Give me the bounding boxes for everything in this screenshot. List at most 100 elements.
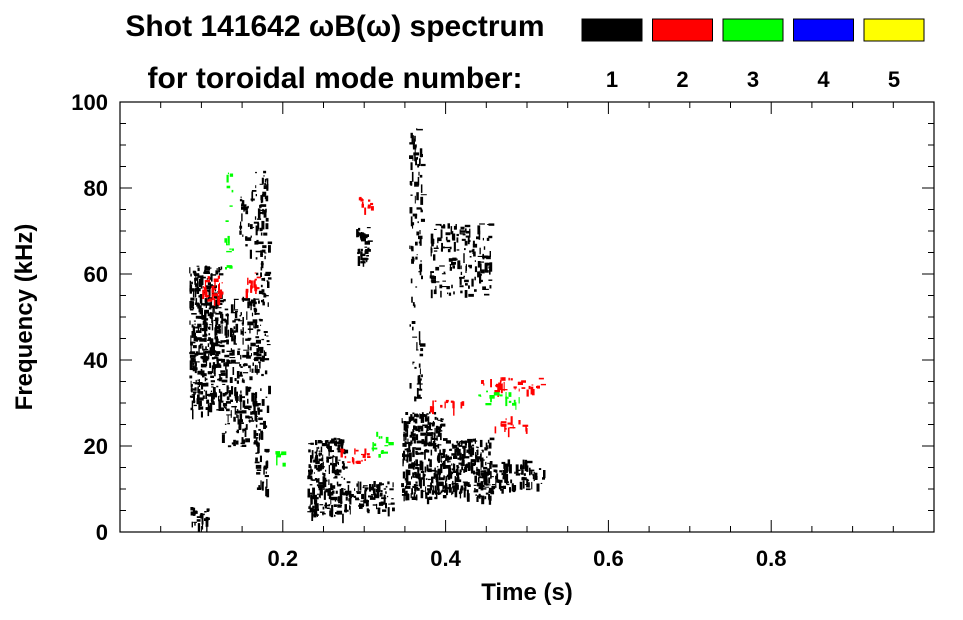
- spectrum-pixel: [194, 288, 197, 298]
- spectrum-pixel: [510, 479, 513, 484]
- spectrum-pixel: [251, 190, 257, 192]
- spectrum-pixel: [327, 491, 329, 496]
- spectrum-pixel: [540, 383, 546, 386]
- spectrum-pixel: [478, 394, 481, 397]
- spectrum-pixel: [229, 173, 234, 177]
- spectrum-pixel: [209, 284, 213, 287]
- spectrum-pixel: [411, 246, 414, 252]
- spectrum-pixel: [415, 473, 421, 477]
- spectrum-pixel: [313, 472, 315, 474]
- spectrum-pixel: [258, 417, 263, 421]
- spectrum-pixel: [460, 440, 467, 444]
- spectrum-pixel: [197, 361, 200, 363]
- spectrum-pixel: [472, 462, 476, 466]
- spectrum-pixel: [204, 298, 207, 303]
- spectrum-pixel: [460, 226, 465, 230]
- spectrum-pixel: [436, 426, 441, 431]
- spectrum-pixel: [224, 354, 230, 358]
- spectrum-pixel: [213, 352, 216, 356]
- spectrum-pixel: [495, 478, 497, 488]
- spectrum-pixel: [531, 481, 533, 490]
- spectrum-pixel: [224, 238, 227, 243]
- spectrum-pixel: [487, 462, 491, 464]
- spectrum-pixel: [309, 484, 313, 486]
- spectrum-pixel: [463, 487, 466, 498]
- spectrum-pixel: [344, 455, 347, 459]
- spectrum-pixel: [417, 128, 423, 131]
- spectrum-pixel: [247, 277, 249, 285]
- spectrum-pixel: [439, 449, 441, 454]
- spectrum-pixel: [256, 353, 262, 357]
- spectrum-pixel: [500, 421, 507, 424]
- spectrum-pixel: [483, 476, 485, 483]
- spectrum-pixel: [347, 461, 351, 463]
- spectrum-pixel: [370, 202, 374, 206]
- spectrum-pixel: [401, 494, 405, 496]
- spectrum-pixel: [488, 451, 491, 456]
- spectrum-pixel: [363, 234, 369, 237]
- spectrum-pixel: [235, 362, 240, 364]
- spectrum-pixel: [229, 377, 233, 383]
- spectrum-pixel: [538, 377, 544, 380]
- spectrum-pixel: [525, 484, 530, 486]
- spectrum-pixel: [198, 406, 204, 410]
- spectrum-pixel: [192, 291, 195, 298]
- spectrum-pixel: [430, 271, 434, 273]
- spectrum-pixel: [369, 486, 375, 491]
- spectrum-pixel: [224, 308, 229, 311]
- spectrum-pixel: [255, 464, 262, 469]
- spectrum-pixel: [450, 471, 454, 475]
- spectrum-pixel: [266, 340, 270, 343]
- spectrum-pixel: [263, 466, 268, 470]
- spectrum-pixel: [518, 397, 520, 404]
- spectrum-pixel: [476, 459, 480, 463]
- spectrum-pixel: [235, 311, 238, 313]
- spectrum-pixel: [224, 423, 227, 425]
- spectrum-pixel: [197, 370, 203, 375]
- spectrum-pixel: [205, 407, 209, 410]
- spectrum-pixel: [378, 454, 381, 458]
- spectrum-pixel: [211, 293, 214, 301]
- spectrum-pixel: [487, 470, 491, 474]
- spectrum-pixel: [265, 195, 269, 202]
- spectrum-pixel: [334, 441, 336, 446]
- spectrum-pixel: [487, 484, 491, 486]
- spectrum-pixel: [413, 138, 415, 142]
- spectrum-pixel: [501, 461, 506, 464]
- spectrum-pixel: [367, 206, 371, 209]
- y-tick-label: 80: [84, 176, 108, 201]
- spectrum-pixel: [514, 388, 516, 390]
- spectrum-pixel: [232, 367, 235, 375]
- spectrum-pixel: [345, 490, 348, 497]
- spectrum-pixel: [252, 411, 257, 415]
- legend-swatch-5: [863, 18, 925, 42]
- spectrum-pixel: [506, 483, 510, 486]
- spectrum-pixel: [249, 416, 253, 419]
- spectrum-pixel: [229, 265, 233, 269]
- spectrum-pixel: [258, 300, 260, 304]
- spectrum-pixel: [432, 406, 435, 415]
- spectrum-pixel: [522, 480, 525, 489]
- spectrum-pixel: [246, 386, 252, 389]
- spectrum-pixel: [328, 449, 330, 456]
- spectrum-pixel: [318, 446, 320, 450]
- spectrum-pixel: [420, 471, 425, 473]
- spectrum-pixel: [203, 334, 208, 336]
- spectrum-pixel: [508, 392, 512, 397]
- spectrum-pixel: [469, 256, 472, 258]
- spectrum-pixel: [390, 502, 395, 505]
- spectrum-pixel: [210, 380, 215, 383]
- spectrum-pixel: [241, 437, 244, 444]
- legend-label-5: 5: [888, 67, 900, 92]
- spectrum-pixel: [241, 200, 245, 206]
- spectrum-pixel: [419, 148, 423, 158]
- spectrum-pixel: [435, 223, 442, 226]
- spectrum-pixel: [433, 412, 437, 415]
- spectrum-pixel: [421, 477, 423, 480]
- spectrum-pixel: [226, 339, 229, 345]
- spectrum-pixel: [331, 463, 334, 473]
- spectrum-pixel: [420, 208, 423, 212]
- spectrum-pixel: [230, 327, 233, 338]
- spectrum-pixel: [413, 433, 416, 437]
- spectrum-pixel: [316, 503, 319, 509]
